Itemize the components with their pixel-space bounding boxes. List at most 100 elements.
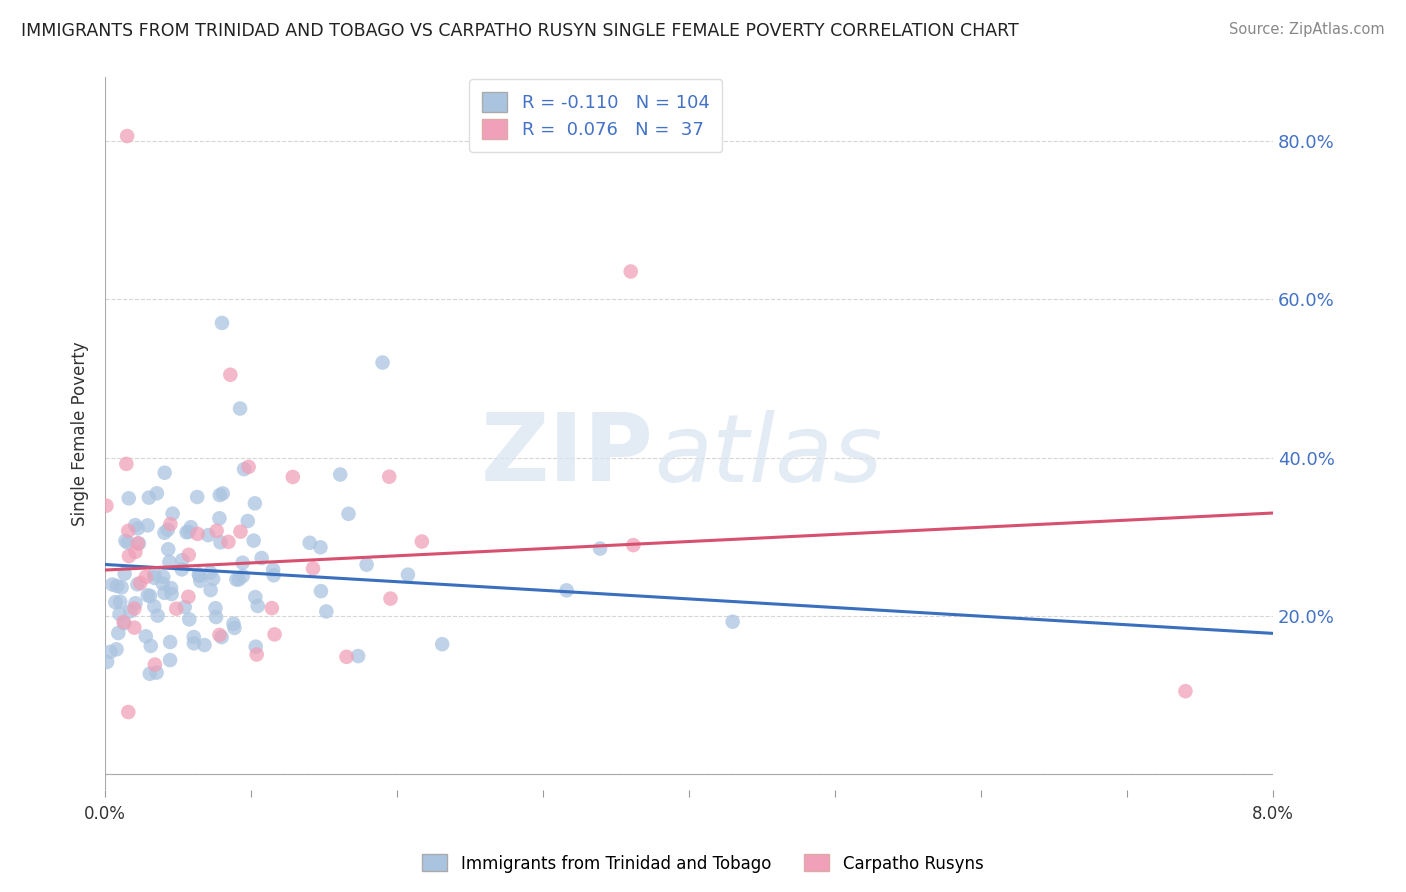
Point <box>112 615 135 629</box>
Point <box>105 642 128 657</box>
Point <box>160 587 183 601</box>
Text: 8.0%: 8.0% <box>1253 805 1294 823</box>
Point <box>136 588 159 602</box>
Point <box>159 555 181 569</box>
Point <box>281 470 304 484</box>
Point <box>143 571 166 585</box>
Point <box>173 600 195 615</box>
Point <box>145 665 167 680</box>
Point <box>243 496 266 510</box>
Point <box>183 636 205 650</box>
Point <box>129 576 152 591</box>
Point <box>309 584 332 599</box>
Point <box>228 573 250 587</box>
Point <box>124 518 146 533</box>
Point <box>152 576 174 591</box>
Point <box>114 533 136 548</box>
Point <box>139 666 162 681</box>
Point <box>162 507 184 521</box>
Point <box>138 491 160 505</box>
Point <box>139 639 162 653</box>
Point <box>108 607 131 621</box>
Point <box>411 534 433 549</box>
Point <box>127 577 149 591</box>
Point <box>115 457 138 471</box>
Point <box>260 601 283 615</box>
Point <box>225 573 247 587</box>
Point <box>430 637 453 651</box>
Point <box>127 536 149 550</box>
Point <box>101 577 124 591</box>
Text: Source: ZipAtlas.com: Source: ZipAtlas.com <box>1229 22 1385 37</box>
Point <box>621 538 644 552</box>
Point <box>217 535 239 549</box>
Point <box>211 316 233 330</box>
Point <box>202 572 225 586</box>
Point <box>124 545 146 559</box>
Point <box>135 629 157 643</box>
Point <box>110 595 132 609</box>
Point <box>157 542 180 557</box>
Point <box>153 466 176 480</box>
Text: ZIP: ZIP <box>481 409 654 501</box>
Point <box>160 581 183 595</box>
Point <box>104 595 127 609</box>
Point <box>177 524 200 539</box>
Point <box>152 570 174 584</box>
Point <box>153 586 176 600</box>
Point <box>209 535 232 549</box>
Point <box>263 568 285 582</box>
Point <box>146 608 169 623</box>
Point <box>136 518 159 533</box>
Point <box>204 601 226 615</box>
Point <box>620 264 643 278</box>
Point <box>177 590 200 604</box>
Point <box>159 653 181 667</box>
Point <box>120 604 142 618</box>
Point <box>211 486 233 500</box>
Point <box>117 535 139 549</box>
Point <box>156 523 179 537</box>
Point <box>197 528 219 542</box>
Point <box>143 567 166 582</box>
Point <box>721 615 744 629</box>
Point <box>229 524 252 539</box>
Point <box>186 490 208 504</box>
Point <box>143 599 166 614</box>
Point <box>211 630 233 644</box>
Point <box>245 590 267 604</box>
Point <box>96 655 118 669</box>
Point <box>124 601 146 615</box>
Point <box>232 569 254 583</box>
Point <box>208 511 231 525</box>
Point <box>246 599 269 613</box>
Point <box>114 566 136 581</box>
Point <box>555 583 578 598</box>
Point <box>205 524 228 538</box>
Point <box>233 462 256 476</box>
Point <box>205 610 228 624</box>
Point <box>188 574 211 588</box>
Point <box>96 499 118 513</box>
Point <box>222 616 245 631</box>
Point <box>159 517 181 532</box>
Text: atlas: atlas <box>654 409 883 500</box>
Point <box>193 638 215 652</box>
Point <box>159 635 181 649</box>
Point <box>187 527 209 541</box>
Point <box>315 604 337 618</box>
Point <box>245 640 267 654</box>
Point <box>135 570 157 584</box>
Point <box>105 579 128 593</box>
Point <box>183 630 205 644</box>
Point <box>232 556 254 570</box>
Legend: Immigrants from Trinidad and Tobago, Carpatho Rusyns: Immigrants from Trinidad and Tobago, Car… <box>416 847 990 880</box>
Point <box>187 567 209 582</box>
Legend: R = -0.110   N = 104, R =  0.076   N =  37: R = -0.110 N = 104, R = 0.076 N = 37 <box>470 79 723 152</box>
Point <box>117 524 139 538</box>
Point <box>139 589 162 603</box>
Point <box>153 525 176 540</box>
Point <box>242 533 264 548</box>
Point <box>302 561 325 575</box>
Point <box>118 491 141 506</box>
